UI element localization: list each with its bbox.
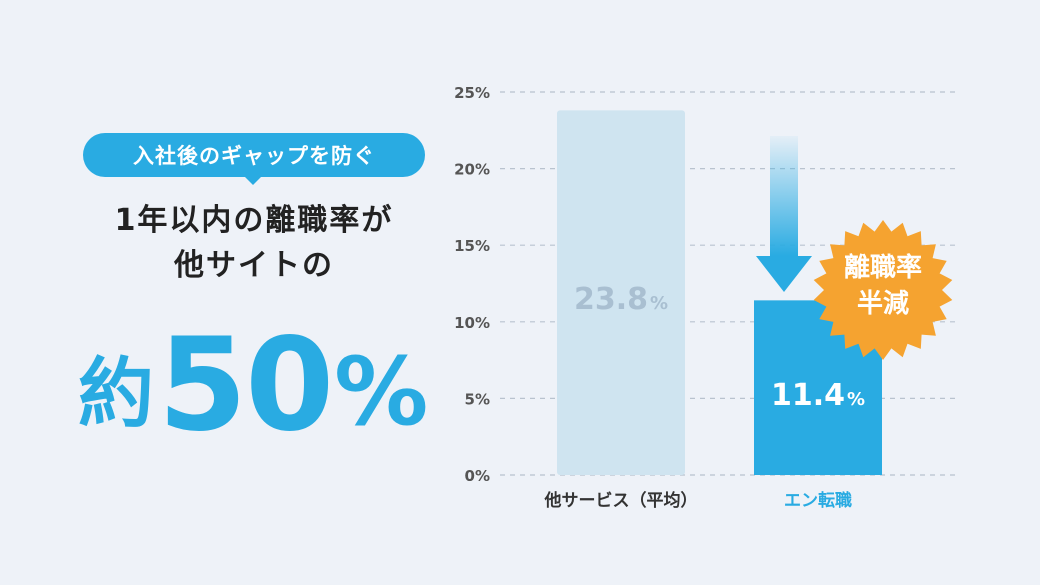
bar-value-unit: % — [847, 389, 865, 410]
headline-line-2: 他サイトの — [174, 248, 334, 283]
y-tick-label: 20% — [454, 161, 490, 179]
x-category-label: 他サービス（平均） — [544, 490, 698, 511]
y-tick-label: 15% — [454, 237, 490, 255]
big-stat-unit: % — [334, 338, 429, 447]
bar-value-label: 11.4% — [771, 378, 865, 413]
y-tick-label: 5% — [465, 390, 490, 408]
headline-line-1: 1年以内の離職率が — [114, 203, 394, 238]
badge-line-2: 半減 — [857, 289, 909, 319]
big-stat-prefix: 約 — [78, 349, 154, 438]
big-stat-number: 50 — [158, 311, 334, 460]
decrease-arrow-icon — [756, 136, 812, 292]
badge-starburst: 離職率 半減 — [813, 220, 953, 360]
headline-panel: 入社後のギャップを防ぐ 1年以内の離職率が 他サイトの 約 50 % — [0, 0, 500, 585]
y-tick-label: 10% — [454, 314, 490, 332]
x-category-label: エン転職 — [784, 490, 852, 511]
bar-value-number: 23.8 — [574, 282, 648, 317]
bar-value-label: 23.8% — [574, 282, 668, 317]
big-stat: 約 50 % — [78, 300, 438, 450]
bar-value-unit: % — [650, 293, 668, 314]
badge-line-1: 離職率 — [844, 252, 922, 283]
tagline-pill: 入社後のギャップを防ぐ — [83, 133, 425, 177]
y-tick-label: 25% — [454, 84, 490, 102]
bar-value-number: 11.4 — [771, 378, 845, 413]
bar-1 — [557, 110, 685, 475]
y-tick-label: 0% — [465, 467, 490, 485]
pill-pointer — [244, 176, 262, 185]
